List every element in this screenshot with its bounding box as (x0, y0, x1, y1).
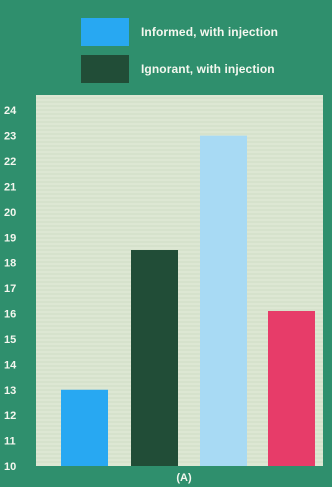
y-tick-label: 11 (4, 436, 16, 448)
bar-1 (61, 389, 108, 466)
legend-swatch-informed (81, 18, 129, 46)
bar-4 (268, 310, 315, 466)
y-tick-label: 17 (4, 283, 16, 295)
panel-label: (A) (176, 472, 192, 484)
y-tick-label: 13 (4, 385, 16, 397)
legend-label-ignorant: Ignorant, with injection (141, 62, 275, 76)
bars-group (61, 135, 315, 466)
bar-2 (131, 250, 178, 466)
y-tick-label: 14 (4, 359, 17, 371)
y-tick-label: 20 (4, 207, 16, 219)
legend-item-informed: Informed, with injection (81, 18, 278, 46)
y-tick-label: 15 (4, 334, 16, 346)
legend-item-ignorant: Ignorant, with injection (81, 55, 275, 83)
y-tick-label: 22 (4, 156, 16, 168)
legend-label-informed: Informed, with injection (141, 25, 279, 39)
y-tick-label: 18 (4, 258, 16, 270)
y-tick-label: 12 (4, 410, 16, 422)
y-tick-label: 23 (4, 131, 16, 143)
legend-swatch-ignorant (81, 55, 129, 83)
y-tick-label: 24 (4, 105, 17, 117)
y-tick-label: 19 (4, 232, 16, 244)
y-tick-label: 10 (4, 461, 16, 473)
y-tick-label: 16 (4, 309, 16, 321)
y-tick-label: 21 (4, 181, 16, 193)
bar-3 (200, 135, 247, 466)
y-axis-ticks: 10 11 12 13 14 15 16 17 18 19 20 21 22 23 24 (4, 105, 17, 473)
